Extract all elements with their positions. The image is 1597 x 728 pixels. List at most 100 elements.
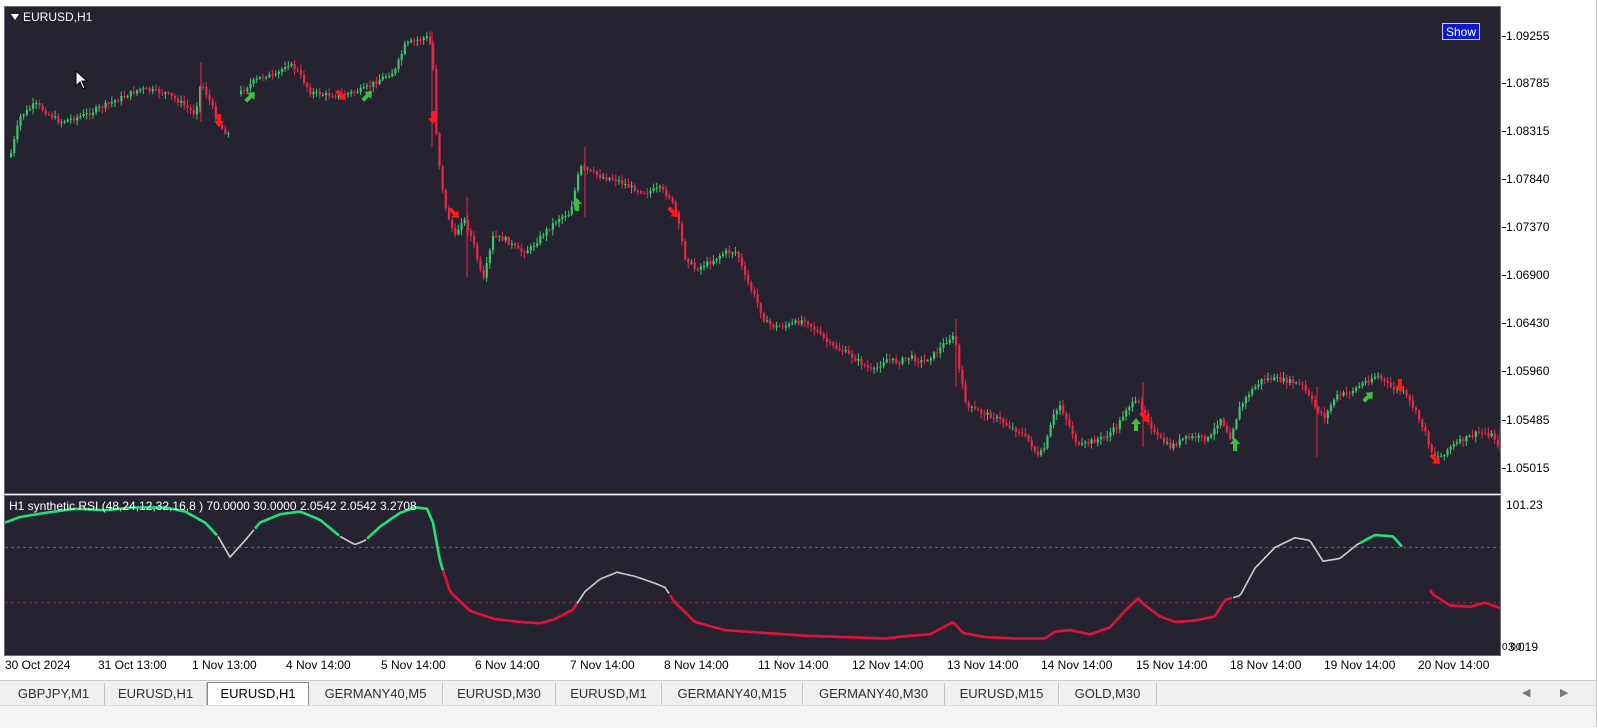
candle-body	[199, 87, 202, 107]
candle-body	[999, 416, 1002, 420]
rsi-canvas[interactable]	[5, 496, 1500, 655]
chart-tab[interactable]: EURUSD,M1	[556, 683, 662, 705]
time-tick-label: 18 Nov 14:00	[1230, 658, 1302, 672]
chart-tab[interactable]: GERMANY40,M5	[309, 683, 443, 705]
candle-body	[1323, 413, 1326, 419]
indicator-pane[interactable]: H1 synthetic RSI (48,24,12,32,16,8 ) 70.…	[4, 495, 1501, 656]
candle-body	[347, 93, 350, 95]
candle-body	[1008, 425, 1011, 429]
candle-body	[766, 320, 769, 322]
candle-body	[252, 79, 255, 84]
candle-body	[318, 91, 321, 96]
candle-body	[1358, 385, 1361, 388]
time-tick-label: 11 Nov 14:00	[758, 658, 829, 672]
candle-body	[699, 266, 703, 270]
rsi-line-segment	[5, 506, 218, 537]
price-chart-canvas[interactable]	[5, 7, 1500, 493]
candle-body	[406, 42, 410, 44]
price-tick	[1502, 131, 1506, 132]
chart-tab[interactable]: EURUSD,H1	[105, 683, 207, 705]
candle-body	[1131, 402, 1134, 408]
candle-body	[413, 40, 416, 42]
candle-body	[249, 83, 252, 89]
candle-body	[873, 368, 876, 370]
candle-body	[1414, 407, 1418, 411]
buy-signal-arrow-icon	[1131, 418, 1141, 431]
candle-body	[482, 269, 485, 278]
candle-body	[309, 87, 312, 95]
candle-body	[1200, 435, 1203, 437]
indicator-axis-bottom-b: 0.00	[1502, 642, 1522, 653]
chart-tab[interactable]: GBPJPY,M1	[3, 683, 105, 705]
candle-body	[416, 39, 419, 41]
candle-body	[47, 114, 50, 116]
candle-body	[73, 118, 76, 121]
candle-body	[775, 325, 778, 328]
candle-body	[580, 166, 583, 175]
candle-body	[1433, 451, 1436, 457]
candle-body	[258, 77, 262, 79]
candle-body	[227, 133, 230, 135]
candle-body	[847, 350, 851, 354]
chart-tab[interactable]: GERMANY40,M15	[662, 683, 803, 705]
candle-body	[1263, 379, 1266, 381]
candle-body	[1074, 434, 1077, 443]
candle-body	[1207, 437, 1210, 441]
candle-body	[1103, 436, 1106, 438]
candle-body	[95, 107, 98, 113]
candle-body	[725, 250, 728, 254]
chart-tab-active[interactable]: EURUSD,H1	[207, 682, 309, 706]
show-button[interactable]: Show	[1442, 23, 1480, 40]
chart-tab[interactable]: GOLD,M30	[1059, 683, 1157, 705]
candle-body	[170, 93, 173, 97]
candle-body	[1430, 444, 1433, 452]
candle-body	[737, 252, 740, 258]
candle-body	[186, 105, 189, 108]
candle-body	[306, 83, 309, 88]
candle-body	[1304, 384, 1307, 391]
chart-tab[interactable]: EURUSD,M15	[945, 683, 1059, 705]
candle-body	[504, 237, 507, 241]
candle-body	[1225, 426, 1229, 433]
indicator-axis-top: 101.23	[1506, 498, 1543, 512]
indicator-title: H1 synthetic RSI (48,24,12,32,16,8 ) 70.…	[9, 499, 417, 513]
candle-body	[280, 68, 284, 72]
candle-body	[898, 362, 901, 364]
candle-body	[677, 212, 680, 224]
candle-body	[1443, 455, 1446, 457]
price-tick-label: 1.05485	[1506, 413, 1550, 427]
candle-body	[1285, 377, 1288, 383]
candle-body	[394, 68, 397, 74]
candle-body	[438, 133, 441, 167]
candle-body	[1254, 386, 1257, 389]
candle-body	[469, 230, 473, 237]
sell-signal-arrow-icon	[1139, 411, 1150, 422]
candle-body	[1342, 392, 1345, 396]
candle-body	[920, 360, 923, 363]
candle-body	[441, 166, 444, 190]
price-chart-pane[interactable]: EURUSD,H1 Show	[4, 6, 1501, 494]
chart-tab[interactable]: EURUSD,M30	[443, 683, 556, 705]
chart-tab[interactable]: GERMANY40,M30	[803, 683, 945, 705]
candle-body	[1282, 377, 1285, 382]
candle-body	[1496, 439, 1499, 446]
tab-scroll-left-icon[interactable]: ◀	[1522, 687, 1531, 699]
candle-body	[614, 179, 617, 181]
candle-body	[1288, 379, 1292, 383]
candle-body	[1424, 426, 1427, 432]
candle-body	[1011, 427, 1014, 429]
candle-body	[1314, 399, 1317, 408]
candle-body	[454, 227, 457, 235]
candle-body	[964, 384, 967, 403]
collapse-triangle-icon[interactable]	[11, 14, 19, 20]
candle-body	[888, 359, 892, 361]
candle-body	[501, 236, 504, 241]
tab-scroll-right-icon[interactable]: ▶	[1560, 687, 1569, 699]
candle-body	[734, 252, 737, 254]
candle-body	[1191, 436, 1194, 439]
candle-body	[1021, 432, 1024, 434]
candle-body	[1241, 403, 1244, 408]
time-axis: 30 Oct 2024 31 Oct 13:00 1 Nov 13:00 4 Nov …	[0, 656, 1502, 678]
candle-body	[91, 112, 95, 116]
rsi-line-segment	[668, 594, 1233, 640]
